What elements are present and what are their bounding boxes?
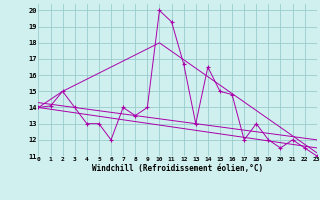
X-axis label: Windchill (Refroidissement éolien,°C): Windchill (Refroidissement éolien,°C)	[92, 164, 263, 173]
